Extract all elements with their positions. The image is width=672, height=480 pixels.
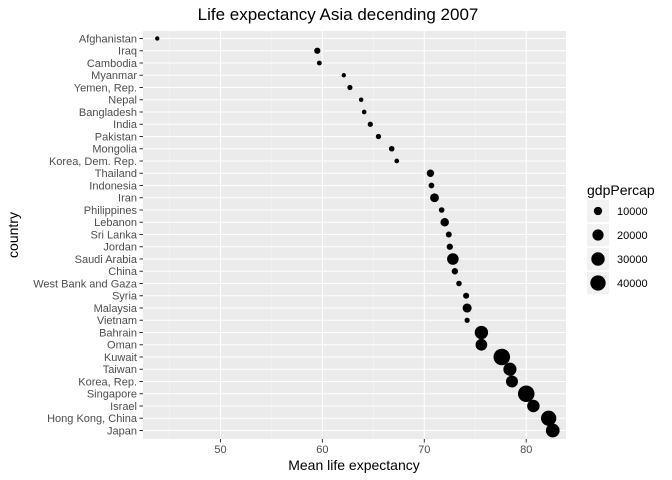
y-tick-label: Kuwait xyxy=(104,352,137,364)
y-tick-label: Pakistan xyxy=(95,131,137,143)
data-point xyxy=(456,280,462,287)
y-tick-label: Syria xyxy=(112,291,138,303)
y-tick-label: Japan xyxy=(107,425,137,437)
y-tick-label: Hong Kong, China xyxy=(47,413,138,425)
y-tick-label: India xyxy=(113,119,138,131)
data-point xyxy=(463,292,470,299)
data-point xyxy=(347,84,353,91)
data-point xyxy=(451,268,459,275)
y-tick-label: Indonesia xyxy=(89,180,138,192)
y-tick-label: Cambodia xyxy=(87,58,138,70)
x-tick-label: 80 xyxy=(520,444,532,456)
data-point xyxy=(493,348,511,366)
data-point xyxy=(527,399,540,413)
y-tick-label: Afghanistan xyxy=(79,33,137,45)
data-point xyxy=(446,243,453,250)
legend-key-circle xyxy=(592,229,604,241)
legend-key-circle xyxy=(591,252,605,266)
data-point xyxy=(358,97,364,102)
legend-key-label: 20000 xyxy=(617,230,648,242)
legend-key-circle xyxy=(590,275,606,291)
legend-keys: 10000 20000 30000 40000 xyxy=(587,200,648,294)
data-point xyxy=(447,253,459,265)
y-tick-label: Lebanon xyxy=(94,217,137,229)
y-tick-label: Myanmar xyxy=(91,70,137,82)
data-point xyxy=(503,362,517,376)
data-point xyxy=(445,231,452,238)
x-tick-label: 50 xyxy=(214,444,226,456)
data-point xyxy=(464,317,470,323)
x-axis-title: Mean life expectancy xyxy=(288,457,420,473)
y-tick-label: China xyxy=(108,266,138,278)
y-tick-label: Israel xyxy=(110,401,137,413)
data-point xyxy=(388,145,395,152)
data-point xyxy=(438,207,445,213)
y-axis-title: country xyxy=(5,212,21,258)
y-tick-label: Vietnam xyxy=(97,315,137,327)
data-point xyxy=(428,182,435,189)
y-tick-label: Oman xyxy=(107,340,137,352)
data-point xyxy=(367,121,373,127)
data-point xyxy=(440,218,449,227)
legend-key-circle xyxy=(593,206,603,216)
y-tick-label: West Bank and Gaza xyxy=(33,278,138,290)
size-legend: gdpPercap 10000 20000 30000 40000 xyxy=(587,182,655,294)
legend-key-label: 30000 xyxy=(617,254,648,266)
data-point xyxy=(505,375,518,388)
x-tick-label: 70 xyxy=(418,444,430,456)
data-point xyxy=(341,73,346,78)
y-tick-label: Bangladesh xyxy=(79,107,137,119)
y-tick-label: Singapore xyxy=(87,389,137,401)
data-point xyxy=(155,36,160,41)
data-point xyxy=(314,47,321,54)
y-tick-label: Yemen, Rep. xyxy=(74,82,137,94)
y-tick-label: Taiwan xyxy=(103,364,137,376)
y-tick-label: Saudi Arabia xyxy=(75,254,138,266)
y-tick-label: Philippines xyxy=(84,205,138,217)
chart-title: Life expectancy Asia decending 2007 xyxy=(198,5,479,24)
data-point xyxy=(361,109,367,115)
y-tick-label: Malaysia xyxy=(94,303,138,315)
legend-key-label: 10000 xyxy=(617,206,648,218)
y-tick-label: Korea, Dem. Rep. xyxy=(49,156,137,168)
data-point xyxy=(474,325,489,340)
data-point xyxy=(517,385,535,403)
data-point xyxy=(316,60,322,66)
y-tick-label: Nepal xyxy=(108,95,137,107)
y-tick-label: Mongolia xyxy=(92,144,138,156)
y-tick-label: Sri Lanka xyxy=(91,229,138,241)
legend-title: gdpPercap xyxy=(587,182,655,198)
y-tick-label: Iran xyxy=(118,193,137,205)
legend-key-label: 40000 xyxy=(617,278,648,290)
data-points xyxy=(155,36,560,438)
y-tick-label: Thailand xyxy=(95,168,137,180)
data-point xyxy=(426,169,435,177)
y-tick-label: Iraq xyxy=(118,46,137,58)
data-point xyxy=(394,158,400,164)
data-point xyxy=(541,410,557,426)
data-point xyxy=(545,423,560,438)
y-tick-label: Bahrain xyxy=(99,327,137,339)
y-tick-label: Korea, Rep. xyxy=(78,376,137,388)
data-point xyxy=(430,193,439,203)
y-tick-label: Jordan xyxy=(103,242,137,254)
data-point xyxy=(375,133,382,140)
data-point xyxy=(462,303,472,313)
data-point xyxy=(475,338,488,351)
x-axis: 50 60 70 80 xyxy=(214,439,532,456)
x-tick-label: 60 xyxy=(316,444,328,456)
